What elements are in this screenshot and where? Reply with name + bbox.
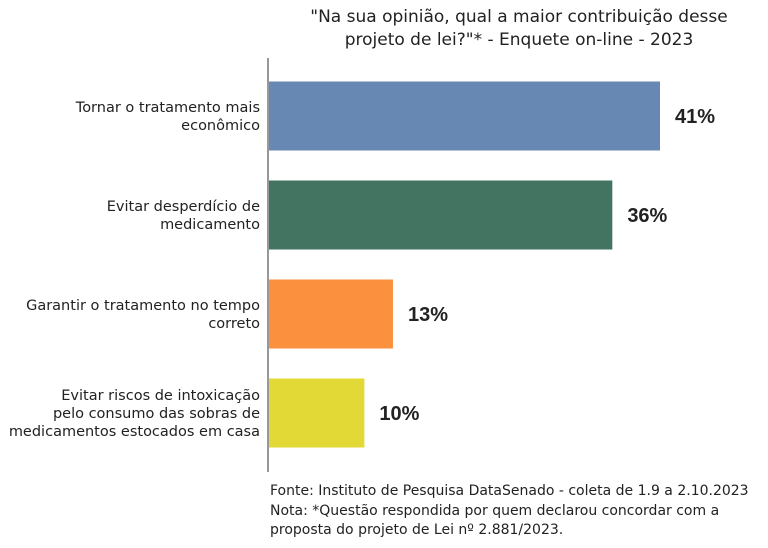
category-label-1-line-2: econômico xyxy=(181,118,260,134)
category-label-3-line-1: Garantir o tratamento no tempo xyxy=(26,298,260,314)
value-labels-group: 41% 36% 13% 10% xyxy=(379,106,715,425)
value-label-3: 13% xyxy=(408,304,448,326)
chart-title-line-2: projeto de lei?"* - Enquete on-line - 20… xyxy=(344,30,694,50)
footnote-note-line-1: Nota: *Questão respondida por quem decla… xyxy=(270,502,720,519)
category-label-2-line-1: Evitar desperdício de xyxy=(107,199,260,215)
category-label-1-line-1: Tornar o tratamento mais xyxy=(75,100,260,116)
footnote: Fonte: Instituto de Pesquisa DataSenado … xyxy=(270,482,768,541)
category-label-4-line-2: pelo consumo das sobras de xyxy=(53,406,260,422)
bar-4 xyxy=(269,378,365,448)
category-label-4-line-1: Evitar riscos de intoxicação xyxy=(61,388,260,404)
value-label-4: 10% xyxy=(379,403,419,425)
value-label-2: 36% xyxy=(627,205,667,227)
category-label-2-line-2: medicamento xyxy=(160,217,260,233)
bars-group xyxy=(269,81,660,448)
footnote-source: Fonte: Instituto de Pesquisa DataSenado … xyxy=(270,483,749,499)
category-label-3-line-2: correto xyxy=(208,316,260,332)
category-label-4-line-3: medicamentos estocados em casa xyxy=(9,424,260,440)
bar-3 xyxy=(269,279,393,349)
category-labels-group: Tornar o tratamento mais econômico Evitar … xyxy=(9,100,260,440)
footnote-note-line-2: proposta do projeto de Lei nº 2.881/2023… xyxy=(270,522,564,538)
chart-title-line-1: "Na sua opinião, qual a maior contribuiç… xyxy=(310,7,728,27)
value-label-1: 41% xyxy=(675,106,715,128)
bar-2 xyxy=(269,180,613,250)
chart-title: "Na sua opinião, qual a maior contribuiç… xyxy=(270,6,768,52)
bar-1 xyxy=(269,81,660,151)
